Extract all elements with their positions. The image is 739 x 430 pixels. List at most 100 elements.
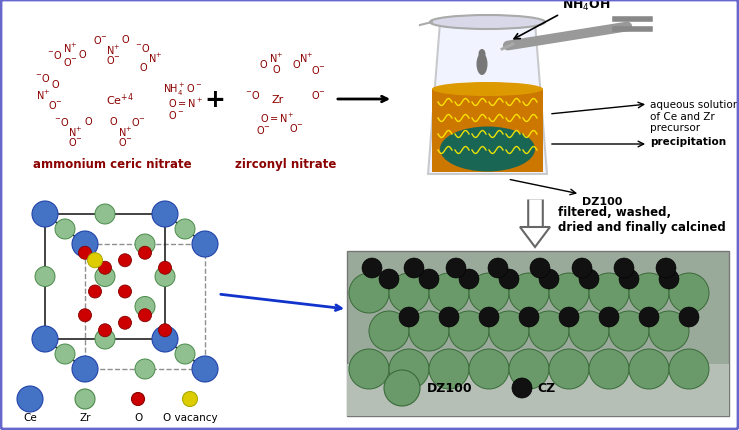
Circle shape (549, 273, 589, 313)
Circle shape (439, 307, 459, 327)
Circle shape (379, 269, 399, 289)
Circle shape (75, 389, 95, 409)
Bar (347, 364, 729, 416)
Text: DZ100: DZ100 (582, 197, 622, 206)
Circle shape (409, 311, 449, 351)
Polygon shape (428, 23, 547, 175)
Circle shape (158, 261, 171, 275)
Text: O$^{-}$: O$^{-}$ (106, 54, 120, 66)
Circle shape (138, 247, 151, 260)
Text: O$^{-}$: O$^{-}$ (256, 124, 270, 136)
Circle shape (488, 258, 508, 278)
Circle shape (95, 329, 115, 349)
Circle shape (589, 273, 629, 313)
Circle shape (98, 261, 112, 275)
Circle shape (649, 311, 689, 351)
Circle shape (659, 269, 679, 289)
Text: +: + (205, 88, 225, 112)
Ellipse shape (430, 16, 545, 30)
Text: N$^{+}$: N$^{+}$ (148, 51, 162, 64)
Circle shape (459, 269, 479, 289)
Text: NH$_4^+$O$^-$: NH$_4^+$O$^-$ (163, 82, 202, 98)
Circle shape (549, 349, 589, 389)
Circle shape (138, 309, 151, 322)
Text: O$^{-}$: O$^{-}$ (47, 99, 62, 111)
Text: N$^{+}$: N$^{+}$ (68, 125, 82, 138)
Circle shape (559, 307, 579, 327)
Circle shape (529, 311, 569, 351)
Text: N$^{+}$: N$^{+}$ (269, 51, 283, 64)
Circle shape (87, 253, 103, 268)
Text: Ce: Ce (23, 412, 37, 422)
Circle shape (135, 297, 155, 317)
Text: O vacancy: O vacancy (163, 412, 217, 422)
Circle shape (95, 205, 115, 224)
Circle shape (669, 273, 709, 313)
Circle shape (89, 286, 101, 298)
Circle shape (118, 286, 132, 298)
Circle shape (619, 269, 639, 289)
Circle shape (118, 316, 132, 329)
Circle shape (429, 349, 469, 389)
Circle shape (17, 386, 43, 412)
Circle shape (118, 254, 132, 267)
Text: O: O (109, 117, 117, 127)
Circle shape (175, 219, 195, 240)
Circle shape (639, 307, 659, 327)
Text: zirconyl nitrate: zirconyl nitrate (235, 158, 337, 171)
Text: N$^{+}$: N$^{+}$ (118, 125, 132, 138)
Text: O$=$N$^{+}$: O$=$N$^{+}$ (260, 111, 294, 124)
FancyBboxPatch shape (347, 252, 729, 416)
Circle shape (135, 359, 155, 379)
Text: Zr: Zr (272, 95, 284, 105)
Text: $^{-}$O: $^{-}$O (245, 89, 261, 101)
Text: O$^{-}$: O$^{-}$ (118, 136, 132, 147)
Text: N$^{+}$: N$^{+}$ (299, 51, 313, 64)
Circle shape (152, 326, 178, 352)
Circle shape (152, 202, 178, 227)
Polygon shape (432, 90, 543, 172)
Circle shape (614, 258, 634, 278)
Circle shape (183, 392, 197, 406)
Text: $^{-}$O: $^{-}$O (135, 42, 151, 54)
Text: O$^{-}$: O$^{-}$ (92, 34, 107, 46)
Text: O$^-$: O$^-$ (168, 109, 184, 121)
Circle shape (669, 349, 709, 389)
Ellipse shape (440, 127, 535, 172)
Circle shape (629, 349, 669, 389)
Text: CZ: CZ (537, 381, 555, 395)
Text: O$^{-}$: O$^{-}$ (310, 64, 325, 76)
Text: O$^{-}$: O$^{-}$ (310, 89, 325, 101)
Circle shape (349, 349, 389, 389)
Circle shape (78, 247, 92, 260)
Circle shape (479, 307, 499, 327)
Text: aqueous solution
of Ce and Zr
precursor: aqueous solution of Ce and Zr precursor (650, 100, 739, 133)
Circle shape (35, 267, 55, 287)
Circle shape (192, 231, 218, 258)
Text: O$^{-}$: O$^{-}$ (67, 136, 82, 147)
Circle shape (158, 324, 171, 337)
Circle shape (389, 349, 429, 389)
Text: O: O (121, 35, 129, 45)
Circle shape (98, 324, 112, 337)
Text: O: O (272, 65, 280, 75)
Circle shape (569, 311, 609, 351)
Circle shape (389, 273, 429, 313)
Text: O: O (259, 60, 267, 70)
Circle shape (32, 326, 58, 352)
Circle shape (499, 269, 519, 289)
Circle shape (32, 202, 58, 227)
Text: N$^{+}$: N$^{+}$ (63, 41, 77, 55)
Circle shape (175, 344, 195, 364)
Circle shape (589, 349, 629, 389)
Circle shape (72, 231, 98, 258)
Circle shape (384, 370, 420, 406)
Ellipse shape (478, 50, 486, 60)
Circle shape (656, 258, 676, 278)
Circle shape (469, 349, 509, 389)
Circle shape (132, 393, 145, 405)
Circle shape (429, 273, 469, 313)
Text: N$^{+}$: N$^{+}$ (36, 88, 50, 101)
Circle shape (369, 311, 409, 351)
Circle shape (95, 267, 115, 287)
